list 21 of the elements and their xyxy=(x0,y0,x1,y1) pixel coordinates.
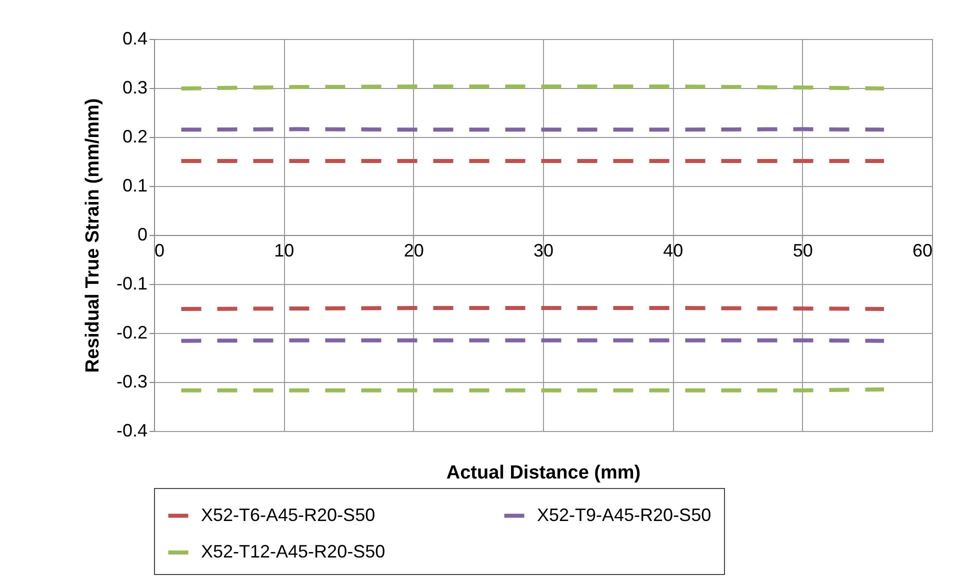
y-tick-label: -0.1 xyxy=(116,274,148,294)
x-tick-label: 20 xyxy=(404,240,424,260)
y-axis-title: Residual True Strain (mm/mm) xyxy=(82,98,104,373)
y-tick-label: 0.1 xyxy=(122,176,148,196)
x-tick-label: 50 xyxy=(792,240,813,260)
y-tick-label: 0.2 xyxy=(122,126,148,146)
y-tick-label: -0.3 xyxy=(116,372,148,392)
y-tick-label: -0.4 xyxy=(116,420,148,440)
y-tick-label: -0.2 xyxy=(116,322,148,342)
legend-label: X52-T12-A45-R20-S50 xyxy=(201,542,386,562)
x-tick-label: 0 xyxy=(154,240,165,260)
x-tick-label: 30 xyxy=(533,240,554,260)
x-tick-label: 10 xyxy=(274,240,294,260)
y-tick-label: 0 xyxy=(137,224,148,244)
x-tick-label: 40 xyxy=(663,240,684,260)
legend-label: X52-T9-A45-R20-S50 xyxy=(537,504,712,525)
x-tick-label: 60 xyxy=(912,240,932,260)
y-tick-label: 0.3 xyxy=(122,78,148,98)
legend-label: X52-T6-A45-R20-S50 xyxy=(201,504,376,525)
y-tick-label: 0.4 xyxy=(122,28,148,48)
x-axis-title: Actual Distance (mm) xyxy=(446,462,641,484)
